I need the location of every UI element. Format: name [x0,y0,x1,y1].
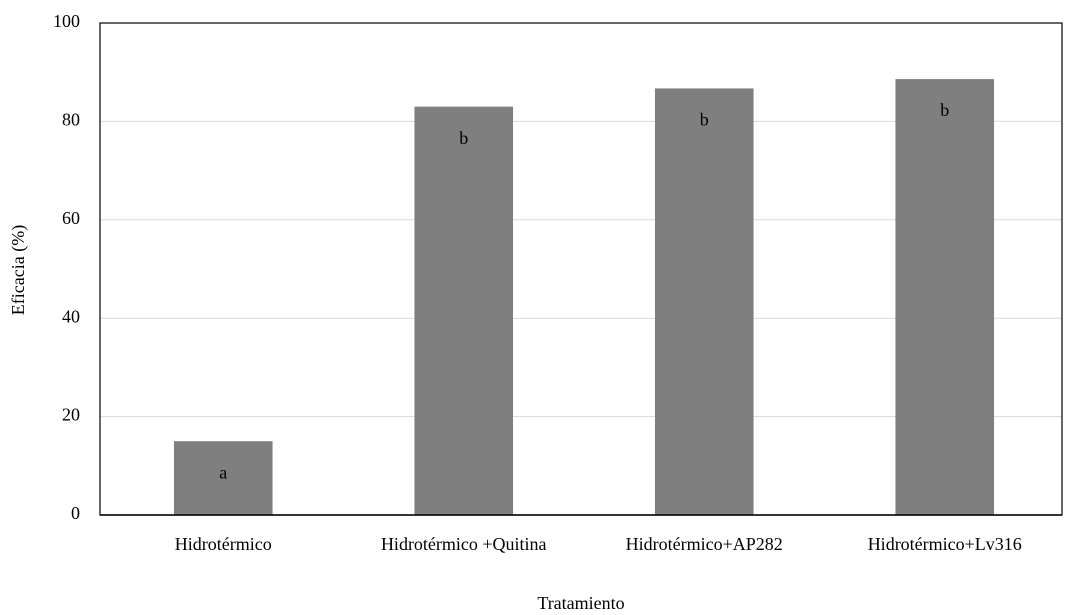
bar-annotation: b [700,110,709,130]
y-tick-label: 0 [71,503,80,523]
bar [173,441,273,515]
x-axis-title: Tratamiento [537,593,624,613]
bar [414,106,514,515]
y-tick-label: 40 [62,306,80,326]
x-tick-label: Hidrotérmico +Quitina [381,534,547,554]
bar [895,79,995,515]
y-tick-label: 60 [62,208,80,228]
y-axis-title: Eficacia (%) [8,225,29,315]
y-tick-label: 20 [62,405,80,425]
bar [654,88,754,515]
y-tick-label: 80 [62,110,80,130]
x-tick-label: Hidrotérmico+Lv316 [868,534,1022,554]
bar-annotation: b [940,100,949,120]
bar-annotation: a [219,462,227,482]
y-tick-label: 100 [53,11,80,31]
x-tick-label: Hidrotérmico+AP282 [626,534,783,554]
x-tick-label: Hidrotérmico [175,534,272,554]
bar-annotation: b [459,128,468,148]
